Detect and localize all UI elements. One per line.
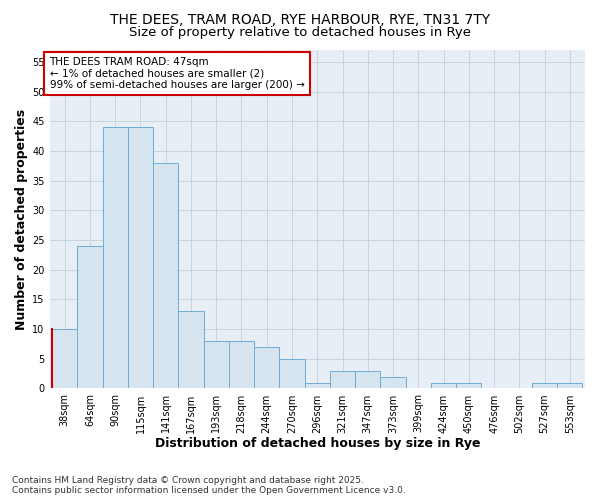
Bar (280, 359, 305, 388)
Bar (380, 376, 406, 388)
Text: THE DEES TRAM ROAD: 47sqm
← 1% of detached houses are smaller (2)
99% of semi-de: THE DEES TRAM ROAD: 47sqm ← 1% of detach… (50, 57, 304, 90)
Text: Size of property relative to detached houses in Rye: Size of property relative to detached ho… (129, 26, 471, 39)
Bar (355, 370, 380, 388)
Text: THE DEES, TRAM ROAD, RYE HARBOUR, RYE, TN31 7TY: THE DEES, TRAM ROAD, RYE HARBOUR, RYE, T… (110, 12, 490, 26)
Bar (52, 329, 77, 388)
Bar (532, 382, 557, 388)
Y-axis label: Number of detached properties: Number of detached properties (15, 108, 28, 330)
X-axis label: Distribution of detached houses by size in Rye: Distribution of detached houses by size … (155, 437, 480, 450)
Bar (456, 382, 481, 388)
Bar (128, 127, 153, 388)
Bar (557, 382, 583, 388)
Bar (178, 312, 203, 388)
Bar (305, 382, 330, 388)
Bar (254, 347, 280, 389)
Bar (203, 341, 229, 388)
Bar (330, 370, 355, 388)
Bar (77, 246, 103, 388)
Bar (229, 341, 254, 388)
Text: Contains HM Land Registry data © Crown copyright and database right 2025.
Contai: Contains HM Land Registry data © Crown c… (12, 476, 406, 495)
Bar (153, 163, 178, 388)
Bar (431, 382, 456, 388)
Bar (103, 127, 128, 388)
